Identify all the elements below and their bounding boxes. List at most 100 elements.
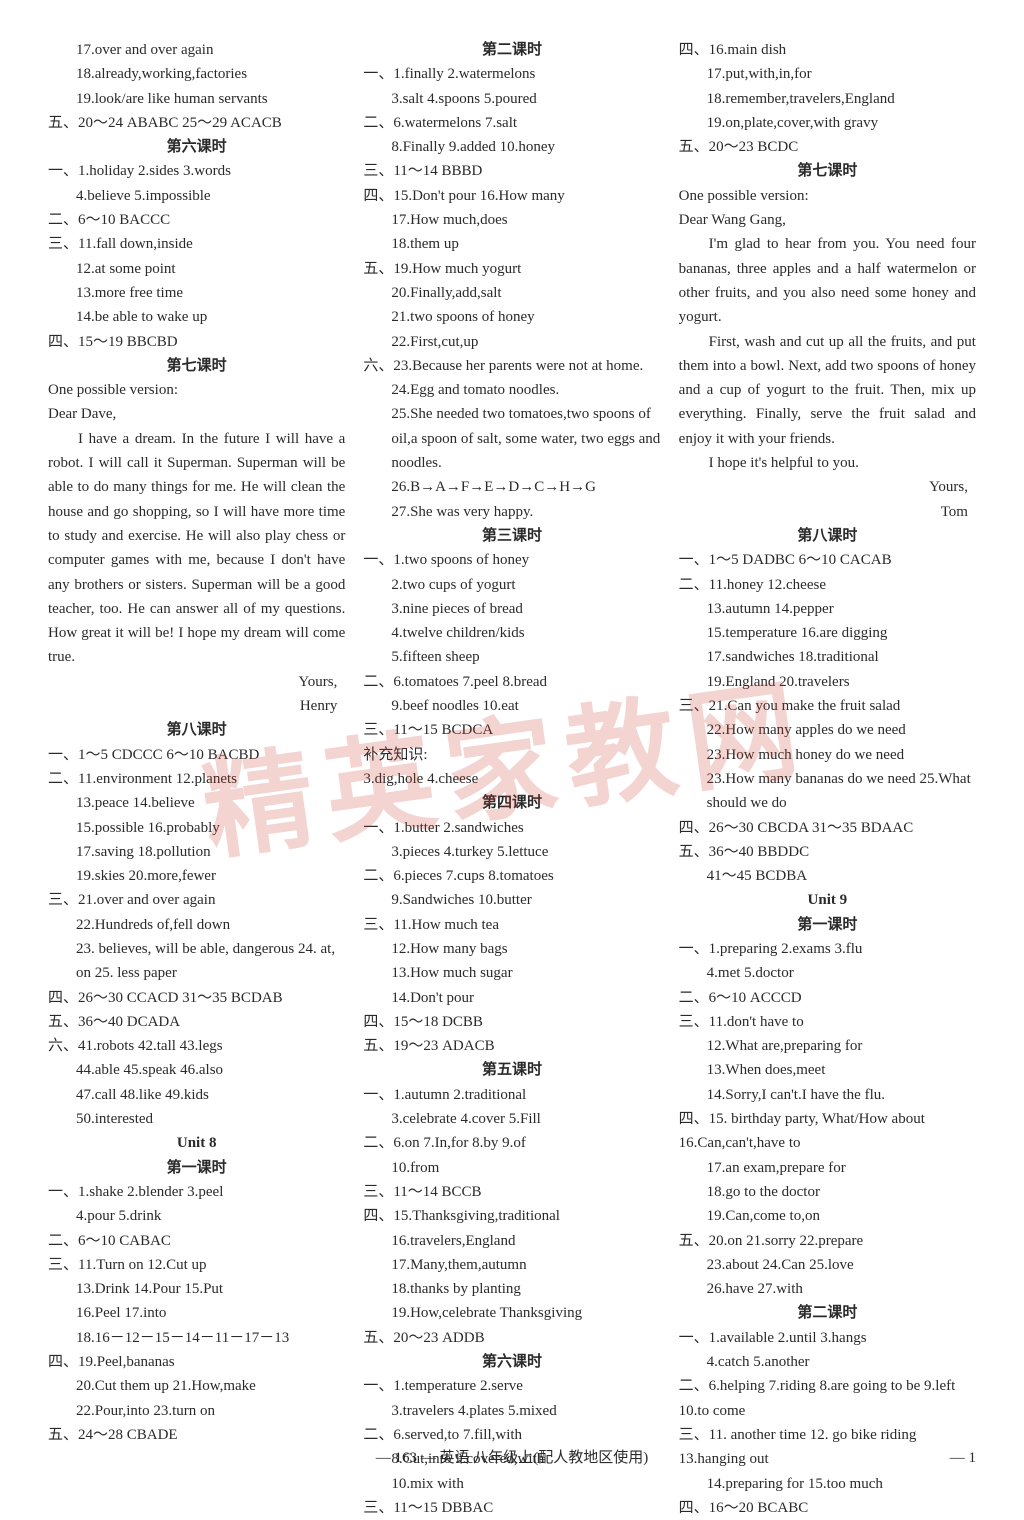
- text-line: 17.sandwiches 18.traditional: [679, 645, 976, 669]
- text-line: 13.How much sugar: [363, 961, 660, 985]
- text-line: 三、11.fall down,inside: [48, 232, 345, 256]
- text-line: 20.Cut them up 21.How,make: [48, 1374, 345, 1398]
- text-line: 3.celebrate 4.cover 5.Fill: [363, 1107, 660, 1131]
- text-line: 四、26～30 CBCDA 31～35 BDAAC: [679, 816, 976, 840]
- text-line: 4.pour 5.drink: [48, 1204, 345, 1228]
- text-line: 13.When does,meet: [679, 1058, 976, 1082]
- text-line: Yours,: [679, 475, 976, 499]
- text-line: 9.beef noodles 10.eat: [363, 694, 660, 718]
- text-line: 第二课时: [679, 1301, 976, 1325]
- text-line: 三、21.over and over again: [48, 888, 345, 912]
- text-line: 二、6.watermelons 7.salt: [363, 111, 660, 135]
- text-line: 四、15～19 BBCBD: [48, 330, 345, 354]
- text-line: 18.remember,travelers,England: [679, 87, 976, 111]
- text-line: 23.How much honey do we need: [679, 743, 976, 767]
- text-line: 第八课时: [679, 524, 976, 548]
- text-line: 14.Don't pour: [363, 986, 660, 1010]
- text-line: 8.Finally 9.added 10.honey: [363, 135, 660, 159]
- text-line: 一、1.temperature 2.serve: [363, 1374, 660, 1398]
- text-line: 17.put,with,in,for: [679, 62, 976, 86]
- text-line: 3.travelers 4.plates 5.mixed: [363, 1399, 660, 1423]
- text-line: 19.Can,come to,on: [679, 1204, 976, 1228]
- text-line: 15.temperature 16.are digging: [679, 621, 976, 645]
- text-line: 二、6.pieces 7.cups 8.tomatoes: [363, 864, 660, 888]
- text-line: 六、41.robots 42.tall 43.legs: [48, 1034, 345, 1058]
- text-line: 19.How,celebrate Thanksgiving: [363, 1301, 660, 1325]
- text-line: 第七课时: [48, 354, 345, 378]
- text-line: 9.Sandwiches 10.butter: [363, 888, 660, 912]
- text-line: 四、16.main dish: [679, 38, 976, 62]
- text-line: 四、15～18 DCBB: [363, 1010, 660, 1034]
- text-line: 12.at some point: [48, 257, 345, 281]
- text-line: 18.them up: [363, 232, 660, 256]
- text-line: 第二课时: [363, 38, 660, 62]
- text-line: 六、23.Because her parents were not at hom…: [363, 354, 660, 378]
- text-line: 13.peace 14.believe: [48, 791, 345, 815]
- text-line: 17.Many,them,autumn: [363, 1253, 660, 1277]
- text-line: 五、19.How much yogurt: [363, 257, 660, 281]
- text-line: 三、11～15 BCDCA: [363, 718, 660, 742]
- text-line: 第五课时: [363, 1058, 660, 1082]
- text-line: 18.go to the doctor: [679, 1180, 976, 1204]
- text-line: 22.Pour,into 23.turn on: [48, 1399, 345, 1423]
- text-line: 二、6～10 ACCCD: [679, 986, 976, 1010]
- text-line: Dear Dave,: [48, 402, 345, 426]
- text-line: 13.Drink 14.Pour 15.Put: [48, 1277, 345, 1301]
- text-line: 第六课时: [363, 1350, 660, 1374]
- text-line: 5.fifteen sheep: [363, 645, 660, 669]
- text-line: 二、6.helping 7.riding 8.are going to be 9…: [679, 1374, 976, 1423]
- text-line: 一、1.finally 2.watermelons: [363, 62, 660, 86]
- text-line: 四、15.Thanksgiving,traditional: [363, 1204, 660, 1228]
- text-line: 三、11.How much tea: [363, 913, 660, 937]
- text-line: 20.Finally,add,salt: [363, 281, 660, 305]
- text-line: 五、19～23 ADACB: [363, 1034, 660, 1058]
- text-line: Unit 8: [48, 1131, 345, 1155]
- text-line: 18.thanks by planting: [363, 1277, 660, 1301]
- text-line: 19.skies 20.more,fewer: [48, 864, 345, 888]
- text-line: 47.call 48.like 49.kids: [48, 1083, 345, 1107]
- text-line: 二、11.environment 12.planets: [48, 767, 345, 791]
- text-line: 五、36～40 DCADA: [48, 1010, 345, 1034]
- text-line: 16.travelers,England: [363, 1229, 660, 1253]
- text-line: 五、20.on 21.sorry 22.prepare: [679, 1229, 976, 1253]
- text-line: 三、11～14 BBBD: [363, 159, 660, 183]
- text-line: 13.more free time: [48, 281, 345, 305]
- text-line: 19.look/are like human servants: [48, 87, 345, 111]
- text-line: 三、11～14 BCCB: [363, 1180, 660, 1204]
- text-line: 10.from: [363, 1156, 660, 1180]
- text-line: 一、1.butter 2.sandwiches: [363, 816, 660, 840]
- text-line: 补充知识:: [363, 743, 660, 767]
- text-line: 4.twelve children/kids: [363, 621, 660, 645]
- text-line: One possible version:: [48, 378, 345, 402]
- text-line: 一、1～5 CDCCC 6～10 BACBD: [48, 743, 345, 767]
- text-line: 三、21.Can you make the fruit salad: [679, 694, 976, 718]
- text-line: 五、36～40 BBDDC: [679, 840, 976, 864]
- text-line: 26.B→A→F→E→D→C→H→G: [363, 475, 660, 499]
- text-line: 一、1.preparing 2.exams 3.flu: [679, 937, 976, 961]
- text-line: 四、16～20 BCABC: [679, 1496, 976, 1520]
- text-line: 27.She was very happy.: [363, 500, 660, 524]
- text-line: 四、26～30 CCACD 31～35 BCDAB: [48, 986, 345, 1010]
- text-line: 17.an exam,prepare for: [679, 1156, 976, 1180]
- text-line: 第三课时: [363, 524, 660, 548]
- text-line: One possible version:: [679, 184, 976, 208]
- text-line: 二、6.served,to 7.fill,with: [363, 1423, 660, 1447]
- text-line: 22.How many apples do we need: [679, 718, 976, 742]
- text-line: 二、6～10 BACCC: [48, 208, 345, 232]
- text-line: 14.preparing for 15.too much: [679, 1472, 976, 1496]
- text-line: 23.about 24.Can 25.love: [679, 1253, 976, 1277]
- text-line: 二、6～10 CABAC: [48, 1229, 345, 1253]
- text-line: 一、1～5 DADBC 6～10 CACAB: [679, 548, 976, 572]
- text-line: 3.salt 4.spoons 5.poured: [363, 87, 660, 111]
- text-line: 一、1.holiday 2.sides 3.words: [48, 159, 345, 183]
- text-line: 18.16－12－15－14－11－17－13: [48, 1326, 345, 1350]
- page-number-right: — 1: [950, 1450, 976, 1467]
- text-line: 23.How many bananas do we need 25.What s…: [679, 767, 976, 816]
- text-line: 19.on,plate,cover,with gravy: [679, 111, 976, 135]
- text-line: 第八课时: [48, 718, 345, 742]
- text-line: 一、1.shake 2.blender 3.peel: [48, 1180, 345, 1204]
- text-line: 44.able 45.speak 46.also: [48, 1058, 345, 1082]
- text-line: 五、24～28 CBADE: [48, 1423, 345, 1447]
- text-line: 二、6.on 7.In,for 8.by 9.of: [363, 1131, 660, 1155]
- text-line: 13.autumn 14.pepper: [679, 597, 976, 621]
